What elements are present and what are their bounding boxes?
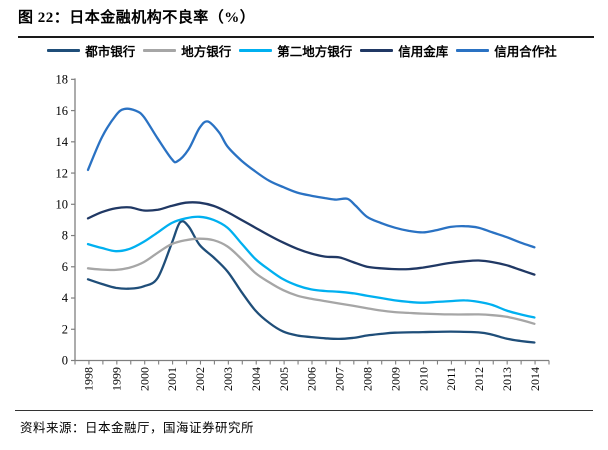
x-tick-label: 1999	[109, 367, 123, 391]
legend-label: 地方银行	[181, 45, 232, 59]
legend-label: 信用金库	[398, 45, 449, 59]
line-swatch-icon	[47, 49, 81, 52]
legend-item-shinkin-banks: 信用金库	[360, 41, 452, 60]
source-divider	[15, 410, 593, 411]
y-tick-label: 2	[62, 322, 68, 336]
series-line-3	[86, 201, 536, 276]
x-tick-label: 2008	[361, 367, 375, 391]
source-note: 资料来源：日本金融厅，国海证券研究所	[20, 421, 255, 435]
x-tick-label: 2005	[277, 367, 291, 391]
legend-item-credit-cooperatives: 信用合作社	[456, 41, 561, 60]
series-line-4	[86, 107, 536, 249]
line-swatch-icon	[456, 49, 490, 52]
x-tick-label: 2000	[137, 367, 151, 391]
y-tick-label: 10	[56, 198, 69, 212]
x-tick-label: 2011	[444, 367, 458, 391]
x-tick-label: 2004	[249, 367, 263, 391]
legend-label: 信用合作社	[494, 45, 557, 59]
series-line-2	[86, 215, 536, 319]
x-tick-label: 1998	[82, 367, 96, 391]
y-tick-label: 4	[62, 291, 69, 305]
y-tick-label: 16	[56, 104, 69, 118]
y-tick-label: 12	[56, 166, 69, 180]
y-tick-label: 18	[56, 73, 69, 87]
figure-title: 图 22：日本金融机构不良率（%）	[18, 10, 256, 26]
x-tick-label: 2001	[165, 367, 179, 391]
legend-label: 第二地方银行	[277, 45, 353, 59]
line-swatch-icon	[239, 49, 273, 52]
y-tick-label: 8	[62, 229, 68, 243]
series-line-0	[86, 220, 536, 344]
legend-label: 都市银行	[85, 45, 136, 59]
legend-item-second-regional-banks: 第二地方银行	[239, 41, 356, 60]
chart-legend: 都市银行 地方银行 第二地方银行 信用金库 信用合作社	[0, 41, 608, 60]
y-tick-label: 14	[56, 135, 69, 149]
x-tick-label: 2010	[416, 367, 430, 391]
legend-item-city-banks: 都市银行	[47, 41, 139, 60]
x-tick-label: 2006	[305, 367, 319, 391]
x-tick-label: 2013	[500, 367, 514, 391]
line-swatch-icon	[360, 49, 394, 52]
line-swatch-icon	[143, 49, 177, 52]
title-divider	[18, 36, 594, 38]
legend-item-regional-banks: 地方银行	[143, 41, 235, 60]
x-tick-label: 2002	[193, 367, 207, 391]
y-tick-label: 0	[62, 354, 68, 368]
x-tick-label: 2003	[221, 367, 235, 391]
x-tick-label: 2009	[388, 367, 402, 391]
x-tick-label: 2012	[472, 367, 486, 391]
series-line-1	[86, 237, 536, 325]
y-tick-label: 6	[62, 260, 68, 274]
x-tick-label: 2014	[528, 367, 542, 391]
x-tick-label: 2007	[333, 367, 347, 391]
